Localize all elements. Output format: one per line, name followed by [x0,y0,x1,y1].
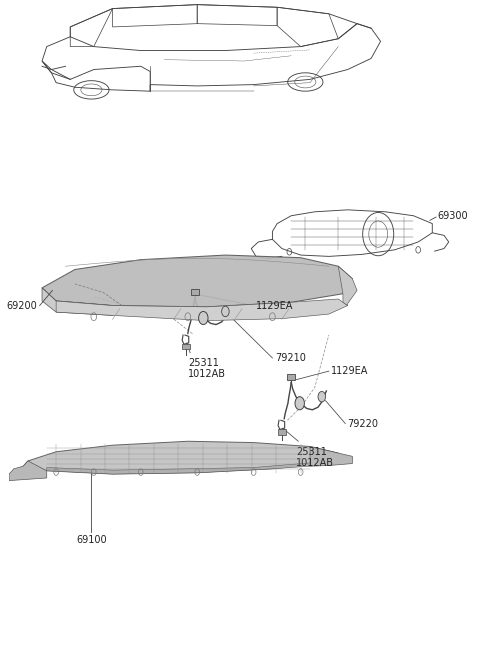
Text: 69100: 69100 [76,535,107,545]
Circle shape [199,311,208,325]
Polygon shape [42,255,352,307]
Polygon shape [9,461,47,481]
Polygon shape [47,463,310,474]
Text: 69200: 69200 [7,300,37,311]
Circle shape [318,392,325,402]
Text: 25311
1012AB: 25311 1012AB [296,447,334,468]
Polygon shape [42,288,113,315]
Text: 69300: 69300 [437,212,468,221]
Bar [278,430,286,435]
Bar [182,344,190,350]
Polygon shape [56,299,348,321]
Text: 25311
1012AB: 25311 1012AB [188,358,226,379]
Text: 79220: 79220 [348,419,379,428]
Circle shape [222,306,229,317]
Text: 79210: 79210 [275,353,306,363]
Polygon shape [338,266,357,306]
Text: 1129EA: 1129EA [256,300,293,311]
Polygon shape [310,447,352,466]
Text: 1129EA: 1129EA [331,366,369,376]
Circle shape [295,397,304,410]
Bar [287,374,296,380]
Polygon shape [23,442,338,474]
Bar [191,289,199,295]
